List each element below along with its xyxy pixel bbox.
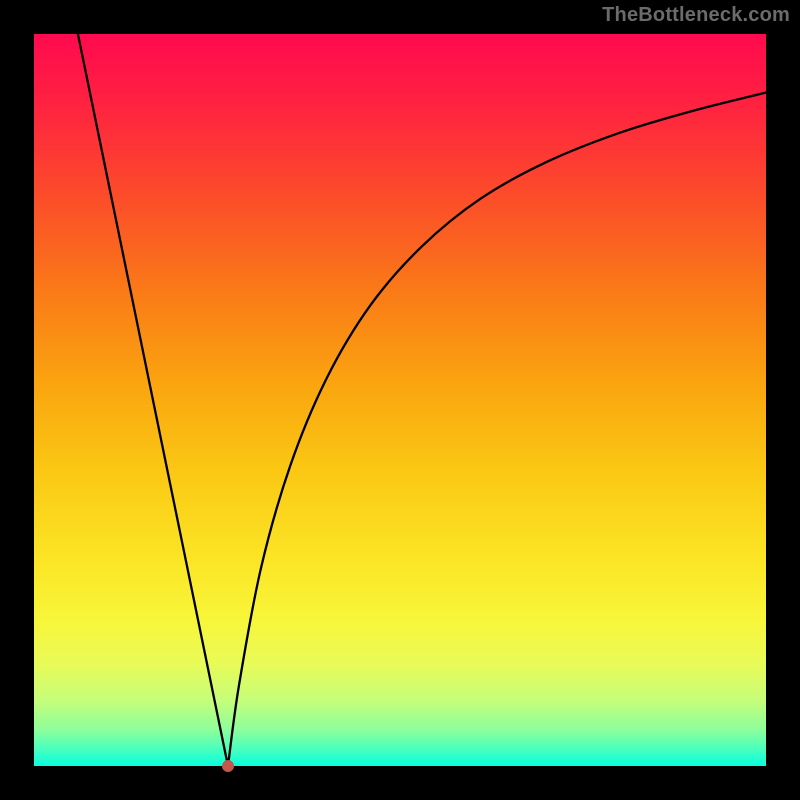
gradient-background	[34, 34, 766, 766]
figure-frame: TheBottleneck.com	[0, 0, 800, 800]
min-point-marker	[222, 760, 234, 772]
attribution-text: TheBottleneck.com	[602, 4, 790, 27]
